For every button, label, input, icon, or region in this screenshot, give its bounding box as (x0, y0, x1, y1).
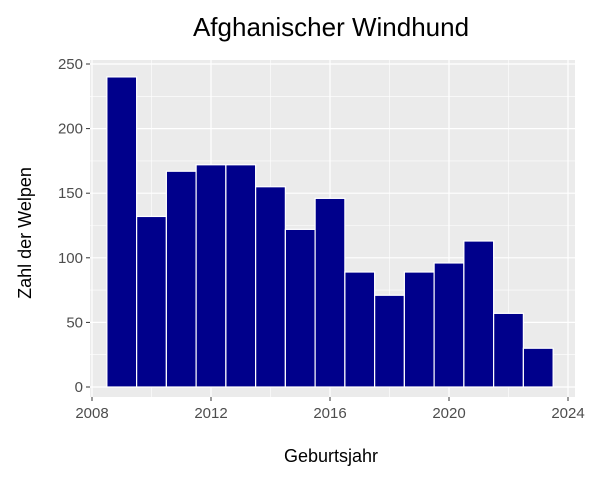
y-tick-label: 200 (58, 121, 83, 138)
x-axis: 2008 2012 2016 2020 2024 (75, 397, 585, 422)
x-tick-label: 2024 (551, 405, 584, 422)
x-tick-label: 2020 (432, 405, 465, 422)
bar (225, 164, 257, 388)
y-tick-label: 250 (58, 56, 83, 73)
bar (344, 271, 376, 388)
bar (374, 294, 405, 388)
y-tick-label: 100 (58, 250, 83, 267)
x-tick-label: 2008 (75, 405, 108, 422)
bar (255, 186, 286, 388)
y-tick-label: 50 (66, 314, 83, 331)
bar (493, 312, 524, 388)
bar (284, 228, 316, 388)
bar (403, 271, 435, 388)
x-tick-label: 2012 (194, 405, 227, 422)
bar (195, 164, 227, 388)
chart-title: Afghanischer Windhund (193, 12, 469, 42)
y-tick-label: 150 (58, 185, 83, 202)
bar (136, 215, 167, 388)
bar (433, 262, 465, 388)
bars (106, 76, 554, 388)
bar (522, 347, 554, 388)
x-tick-label: 2016 (313, 405, 346, 422)
y-tick-label: 0 (75, 379, 83, 396)
bar (463, 240, 495, 388)
y-axis: 0 50 100 150 200 250 (58, 56, 90, 396)
bar (314, 197, 346, 388)
bar (165, 170, 197, 388)
bar (106, 76, 138, 388)
y-axis-title: Zahl der Welpen (15, 167, 35, 299)
x-axis-title: Geburtsjahr (284, 446, 378, 466)
